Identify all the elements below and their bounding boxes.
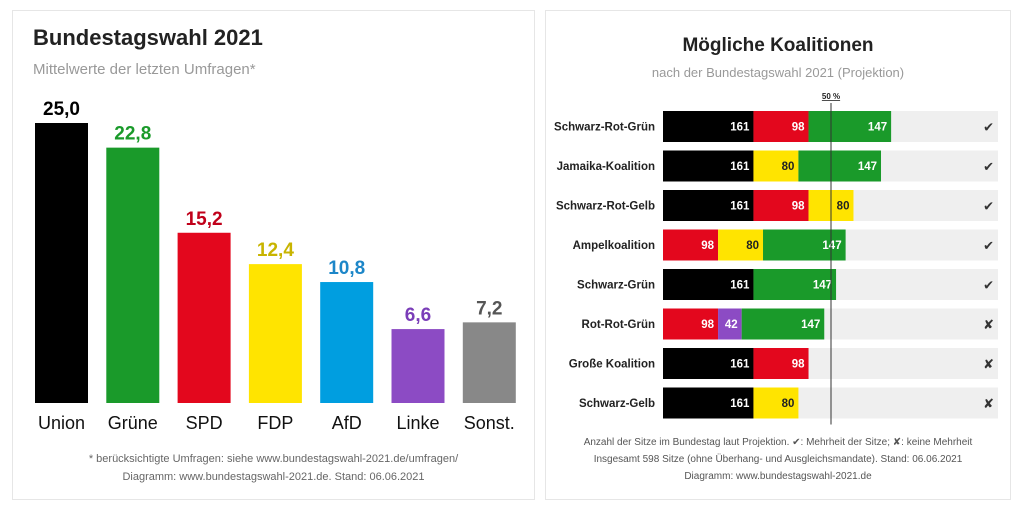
segment-value-6-0: 161 <box>730 359 750 371</box>
segment-value-2-2: 80 <box>837 201 850 213</box>
poll-chart-subtitle: Mittelwerte der letzten Umfragen* <box>33 61 256 78</box>
segment-value-3-0: 98 <box>701 240 714 252</box>
majority-marker-1: ✔ <box>983 159 994 174</box>
segment-value-2-1: 98 <box>792 201 805 213</box>
segment-value-6-1: 98 <box>792 359 805 371</box>
majority-marker-7: ✘ <box>983 396 994 411</box>
bar-value-label-2: 15,2 <box>186 209 223 230</box>
bar-4 <box>320 282 374 403</box>
bar-value-label-4: 10,8 <box>328 258 365 279</box>
coalition-bar-chart: Schwarz-Rot-Grün 161 98 147 ✔ Jamaika-Koaliti… <box>554 92 998 425</box>
segment-5-0 <box>663 308 719 340</box>
segment-6-0 <box>663 348 754 379</box>
segment-value-1-0: 161 <box>730 161 750 173</box>
category-label-2: SPD <box>186 413 223 433</box>
bar-5 <box>391 329 445 403</box>
segment-4-1 <box>753 269 837 300</box>
segment-value-0-2: 147 <box>868 122 887 134</box>
category-label-3: FDP <box>257 413 293 433</box>
coalition-footnote-total: Insgesamt 598 Sitze (ohne Überhang- und … <box>593 454 963 465</box>
segment-5-2 <box>741 308 825 340</box>
coalition-name-5: Rot-Rot-Grün <box>582 319 655 331</box>
bar-value-label-5: 6,6 <box>405 305 431 326</box>
majority-marker-5: ✘ <box>983 317 994 332</box>
coalition-chart-subtitle: nach der Bundestagswahl 2021 (Projektion… <box>651 65 905 80</box>
segment-value-4-1: 147 <box>813 280 832 292</box>
coalition-name-6: Große Koalition <box>569 359 655 371</box>
majority-marker-0: ✔ <box>983 120 994 135</box>
majority-marker-3: ✔ <box>983 238 994 253</box>
category-label-4: AfD <box>332 413 362 433</box>
majority-marker-4: ✔ <box>983 278 994 293</box>
segment-value-7-0: 161 <box>730 398 750 410</box>
segment-value-5-1: 42 <box>725 319 738 331</box>
segment-2-0 <box>663 190 754 221</box>
segment-6-1 <box>753 348 809 379</box>
segment-0-0 <box>663 111 754 142</box>
coalition-name-4: Schwarz-Grün <box>577 280 655 292</box>
coalition-name-2: Schwarz-Rot-Gelb <box>556 201 655 213</box>
coalition-name-7: Schwarz-Gelb <box>579 398 655 410</box>
segment-0-1 <box>753 111 809 142</box>
coalition-name-3: Ampelkoalition <box>573 240 655 252</box>
segment-5-1 <box>718 308 742 340</box>
majority-marker-6: ✘ <box>983 357 994 372</box>
segment-value-5-2: 147 <box>801 319 820 331</box>
poll-chart-panel: Bundestagswahl 2021 Mittelwerte der letz… <box>12 10 535 500</box>
coalition-name-1: Jamaika-Koalition <box>557 161 655 173</box>
segment-4-0 <box>663 269 754 300</box>
segment-1-1 <box>753 150 799 182</box>
segment-value-4-0: 161 <box>730 280 750 292</box>
coalition-footnote-legend: Anzahl der Sitze im Bundestag laut Proje… <box>583 437 973 448</box>
segment-value-5-0: 98 <box>701 319 714 331</box>
segment-1-2 <box>798 150 882 182</box>
segment-3-0 <box>663 229 719 261</box>
majority-marker-2: ✔ <box>983 199 994 214</box>
poll-footnote-sources: * berücksichtigte Umfragen: siehe www.bu… <box>88 453 459 465</box>
poll-bar-chart: 25,0 Union 22,8 Grüne 15,2 SPD 12,4 FDP 10,8 AfD 6… <box>35 99 516 433</box>
segment-2-1 <box>753 190 809 221</box>
bar-value-label-3: 12,4 <box>257 240 294 261</box>
category-label-1: Grüne <box>108 413 158 433</box>
coalition-footnote-credit: Diagramm: www.bundestagswahl-2021.de <box>684 471 872 482</box>
poll-chart-title: Bundestagswahl 2021 <box>33 25 263 50</box>
segment-value-3-2: 147 <box>822 240 841 252</box>
bar-3 <box>248 264 302 403</box>
bar-value-label-1: 22,8 <box>114 124 151 145</box>
segment-7-0 <box>663 387 754 419</box>
majority-line-label: 50 % <box>822 92 840 101</box>
coalition-name-0: Schwarz-Rot-Grün <box>554 122 655 134</box>
bar-value-label-0: 25,0 <box>43 99 80 120</box>
segment-value-0-1: 98 <box>792 122 805 134</box>
bar-value-label-6: 7,2 <box>476 298 502 319</box>
segment-3-2 <box>763 229 846 261</box>
category-label-0: Union <box>38 413 85 433</box>
segment-value-1-2: 147 <box>858 161 877 173</box>
segment-value-0-0: 161 <box>730 122 750 134</box>
segment-3-1 <box>718 229 764 261</box>
segment-value-2-0: 161 <box>730 201 750 213</box>
bar-1 <box>106 147 160 403</box>
segment-value-3-1: 80 <box>746 240 759 252</box>
category-label-5: Linke <box>396 413 439 433</box>
bar-0 <box>35 123 88 403</box>
bar-6 <box>462 322 516 403</box>
segment-0-2 <box>808 111 892 142</box>
segment-value-7-1: 80 <box>782 398 795 410</box>
segment-7-1 <box>753 387 799 419</box>
segment-1-0 <box>663 150 754 182</box>
category-label-6: Sonst. <box>464 413 515 433</box>
bar-2 <box>177 232 231 403</box>
segment-value-1-1: 80 <box>782 161 795 173</box>
coalition-chart-panel: Mögliche Koalitionen nach der Bundestags… <box>545 10 1011 500</box>
poll-footnote-credit: Diagramm: www.bundestagswahl-2021.de. St… <box>122 471 425 483</box>
coalition-chart-title: Mögliche Koalitionen <box>682 35 874 56</box>
